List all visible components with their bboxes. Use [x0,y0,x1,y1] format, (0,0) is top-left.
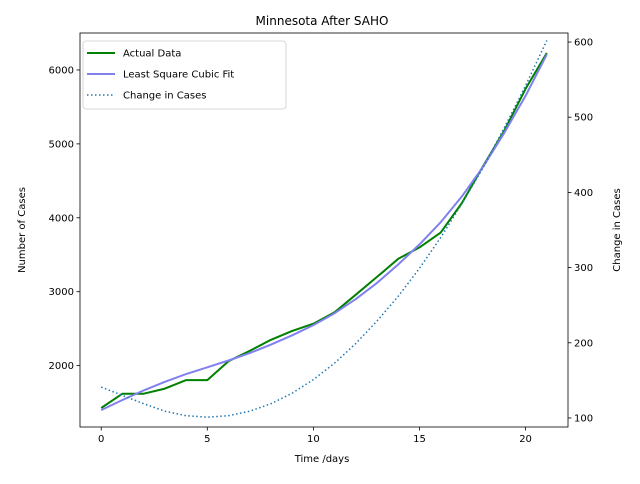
y-right-tick-label: 500 [574,113,593,124]
y-right-tick-label: 300 [574,263,593,274]
chart-title: Minnesota After SAHO [256,14,389,28]
legend-label-1: Least Square Cubic Fit [123,70,234,81]
legend-label-2: Change in Cases [123,91,206,102]
y-axis-right-label: Change in Cases [612,188,623,271]
y-tick-label: 3000 [49,287,74,298]
x-tick-label: 15 [413,434,426,445]
y-tick-label: 4000 [49,213,74,224]
x-tick-label: 10 [307,434,320,445]
y-right-tick-label: 100 [574,413,593,424]
series-layer [100,40,548,418]
x-tick-label: 20 [519,434,532,445]
x-axis-label: Time /days [294,454,350,465]
legend-label-0: Actual Data [123,49,181,60]
x-axis: 0 5 10 15 20 [98,427,532,445]
y-axis-label: Number of Cases [17,187,28,273]
legend-box [82,40,287,110]
series-line-1 [100,53,548,412]
y-axis-left: 2000 3000 4000 5000 6000 [49,65,80,372]
y-tick-label: 6000 [49,65,74,76]
x-tick-label: 5 [204,434,210,445]
y-tick-label: 2000 [49,361,74,372]
y-right-tick-label: 400 [574,188,593,199]
y-right-tick-label: 200 [574,338,593,349]
plot-frame [79,32,569,428]
y-right-tick-label: 600 [574,38,593,49]
series-line-0 [100,52,548,409]
y-axis-right: 100 200 300 400 500 600 [568,38,593,424]
x-tick-label: 0 [98,434,104,445]
legend: Actual Data Least Square Cubic Fit Change … [82,40,287,110]
y-tick-label: 5000 [49,139,74,150]
